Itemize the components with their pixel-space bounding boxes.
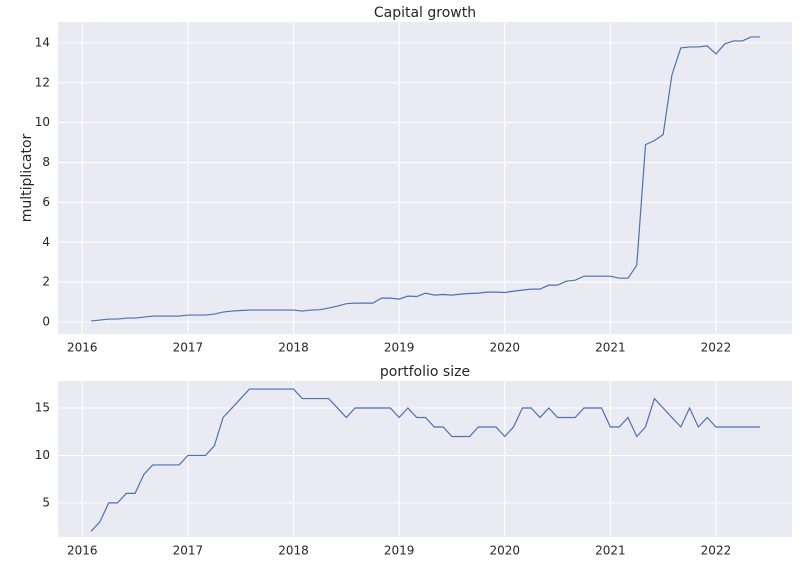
x-tick-label: 2016 bbox=[67, 341, 98, 355]
x-tick-label: 2017 bbox=[173, 341, 204, 355]
x-tick-label: 2022 bbox=[701, 544, 732, 558]
y-tick-label: 8 bbox=[42, 155, 50, 169]
y-axis-label: multiplicator bbox=[19, 133, 35, 222]
chart-title: portfolio size bbox=[380, 364, 470, 380]
x-tick-label: 2017 bbox=[173, 544, 204, 558]
chart-title: Capital growth bbox=[374, 5, 476, 21]
y-tick-label: 14 bbox=[35, 35, 50, 49]
data-line bbox=[90, 36, 760, 322]
y-tick-label: 0 bbox=[42, 315, 50, 329]
x-tick-label: 2018 bbox=[278, 341, 309, 355]
x-tick-label: 2020 bbox=[489, 341, 520, 355]
y-tick-label: 15 bbox=[35, 401, 50, 415]
y-tick-label: 4 bbox=[42, 235, 50, 249]
x-tick-label: 2021 bbox=[595, 544, 626, 558]
y-tick-label: 10 bbox=[35, 448, 50, 462]
x-tick-label: 2019 bbox=[384, 544, 415, 558]
x-tick-label: 2016 bbox=[67, 544, 98, 558]
y-tick-label: 2 bbox=[42, 275, 50, 289]
y-tick-label: 10 bbox=[35, 115, 50, 129]
x-tick-label: 2020 bbox=[489, 544, 520, 558]
y-tick-label: 5 bbox=[42, 495, 50, 509]
x-tick-label: 2021 bbox=[595, 341, 626, 355]
y-tick-label: 12 bbox=[35, 75, 50, 89]
x-tick-label: 2022 bbox=[701, 341, 732, 355]
data-line bbox=[90, 388, 760, 532]
x-tick-label: 2019 bbox=[384, 341, 415, 355]
y-tick-label: 6 bbox=[42, 195, 50, 209]
plot-area bbox=[58, 381, 792, 537]
plot-area bbox=[58, 22, 792, 334]
x-tick-label: 2018 bbox=[278, 544, 309, 558]
